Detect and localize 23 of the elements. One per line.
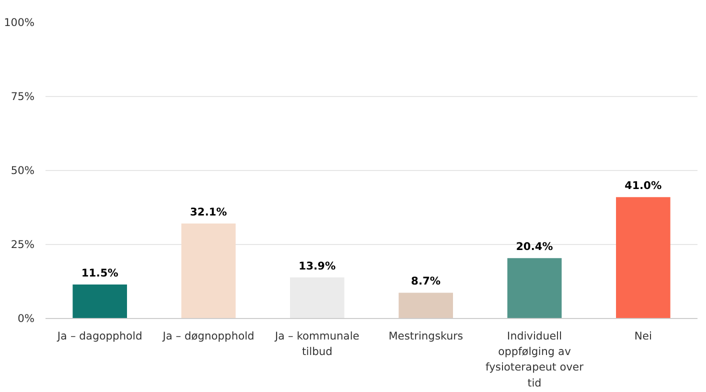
bar bbox=[181, 223, 236, 318]
data-label: 20.4% bbox=[516, 240, 554, 254]
y-tick-label: 25% bbox=[10, 238, 34, 251]
y-tick-label: 50% bbox=[10, 164, 34, 177]
x-tick-label: Ja – dagopphold bbox=[56, 330, 142, 342]
x-tick-label: Ja – kommunale tilbud bbox=[274, 330, 360, 358]
data-label: 32.1% bbox=[190, 205, 228, 218]
data-label: 13.9% bbox=[298, 259, 336, 272]
y-tick-label: 0% bbox=[18, 312, 34, 325]
data-label: 11.5% bbox=[81, 266, 119, 280]
x-tick-label: Mestringskurs bbox=[388, 330, 464, 342]
bar bbox=[616, 197, 670, 318]
bar bbox=[398, 292, 453, 318]
y-tick-label: 100% bbox=[4, 16, 35, 29]
x-tick-label: Nei bbox=[634, 330, 652, 342]
bar bbox=[290, 277, 344, 318]
x-tick-label: Ja – døgnopphold bbox=[162, 330, 254, 342]
data-label: 8.7% bbox=[411, 274, 441, 288]
bar bbox=[507, 258, 562, 318]
y-tick-label: 75% bbox=[10, 90, 34, 103]
x-tick-label: Individuell oppfølging av fysioterapeut over tid bbox=[486, 330, 584, 390]
data-label: 41.0% bbox=[624, 179, 662, 192]
bar bbox=[72, 284, 127, 318]
